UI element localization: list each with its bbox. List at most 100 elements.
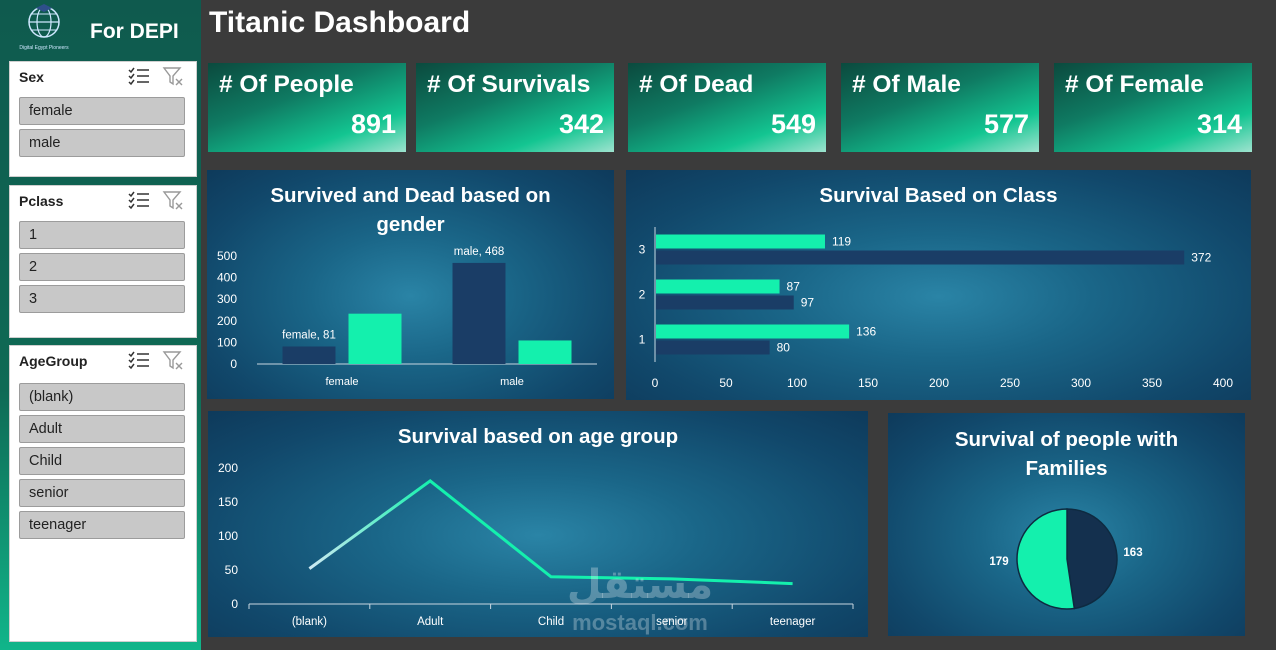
slicer-title: Sex — [19, 69, 44, 85]
chart-class-panel: Survival Based on Class 0 50 100 150 200 250 3… — [626, 170, 1251, 400]
dashboard-title: Titanic Dashboard — [209, 6, 471, 39]
x-tick-label: 100 — [787, 376, 807, 390]
data-label: male, 468 — [454, 246, 505, 258]
data-label: 119 — [832, 235, 851, 249]
data-label: 87 — [787, 280, 801, 294]
chart-title: Survived and Dead based on gender — [270, 184, 551, 236]
kpi-people: # Of People 891 — [208, 63, 406, 152]
x-tick-label: Child — [538, 616, 564, 628]
slicer-title: AgeGroup — [19, 353, 88, 369]
kpi-label: # Of Survivals — [427, 71, 591, 98]
line-series — [308, 479, 793, 586]
brand: Digital Egypt Pioneers For DEPI — [10, 2, 198, 56]
x-tick-label: 0 — [652, 376, 659, 390]
x-tick-label: female — [325, 376, 358, 388]
bar-male-0 — [452, 262, 506, 364]
watermark-latin: mostaql.com — [572, 610, 708, 635]
y-tick-label: 3 — [639, 243, 646, 257]
y-tick-label: 400 — [217, 271, 237, 285]
slicer-item-teenager[interactable]: teenager — [19, 511, 185, 539]
sidebar: Digital Egypt Pioneers For DEPI Sex fema… — [0, 0, 201, 650]
clear-filter-icon[interactable] — [162, 349, 184, 371]
bar-class2-0 — [656, 279, 780, 294]
y-tick-label: 150 — [218, 495, 238, 509]
chart-gender-panel: Survived and Dead based on gender 0 100 20… — [207, 170, 614, 399]
x-tick-label: teenager — [770, 616, 816, 628]
slicer-item-female[interactable]: female — [19, 97, 185, 125]
y-tick-label: 1 — [639, 333, 646, 347]
x-tick-label: 350 — [1142, 376, 1162, 390]
chart-family: 163 179 — [989, 508, 1143, 610]
clear-filter-icon[interactable] — [162, 65, 184, 87]
slicer-item-class-2[interactable]: 2 — [19, 253, 185, 281]
slicer-header: Pclass — [10, 186, 196, 216]
slice-163 — [1066, 508, 1118, 610]
bar-female-1 — [348, 313, 402, 364]
kpi-label: # Of Female — [1065, 71, 1204, 98]
x-tick-label: 250 — [1000, 376, 1020, 390]
kpi-label: # Of Male — [852, 71, 961, 98]
slicer-header: Sex — [10, 62, 196, 92]
data-label: female, 81 — [282, 330, 336, 342]
bar-class3-1 — [656, 250, 1185, 265]
kpi-value: 314 — [1196, 109, 1242, 139]
slicer-item-class-1[interactable]: 1 — [19, 221, 185, 249]
x-tick-label: senior — [656, 616, 687, 628]
chart-gender: 0 100 200 300 400 500 female female, 81 male male… — [217, 246, 597, 388]
x-tick-label: Adult — [417, 616, 444, 628]
multi-select-icon[interactable] — [128, 190, 150, 210]
slicer-item-child[interactable]: Child — [19, 447, 185, 475]
y-tick-label: 50 — [225, 563, 239, 577]
y-tick-label: 300 — [217, 292, 237, 306]
data-label: 136 — [856, 325, 876, 339]
bar-female-0 — [282, 346, 336, 364]
bar-class2-1 — [656, 295, 794, 310]
bar-class3-0 — [656, 234, 825, 249]
bar-class1-0 — [656, 324, 850, 339]
y-tick-label: 500 — [217, 249, 237, 263]
data-label: 80 — [777, 341, 791, 355]
x-tick-label: 400 — [1213, 376, 1233, 390]
y-tick-label: 0 — [230, 357, 237, 371]
chart-family-panel: Survival of people with Families 163 179 — [888, 413, 1245, 636]
slicer-sex: Sex female male — [9, 61, 197, 177]
y-tick-label: 100 — [217, 335, 237, 349]
brand-title: For DEPI — [90, 20, 179, 43]
slicer-item-blank[interactable]: (blank) — [19, 383, 185, 411]
multi-select-icon[interactable] — [128, 66, 150, 86]
data-label: 163 — [1123, 547, 1142, 559]
kpi-male: # Of Male 577 — [841, 63, 1039, 152]
multi-select-icon[interactable] — [128, 350, 150, 370]
x-tick-label: 300 — [1071, 376, 1091, 390]
slicer-item-adult[interactable]: Adult — [19, 415, 185, 443]
x-tick-label: (blank) — [292, 616, 327, 628]
chart-title: Survival based on age group — [397, 425, 679, 448]
y-tick-label: 200 — [218, 461, 238, 475]
slicer-item-class-3[interactable]: 3 — [19, 285, 185, 313]
chart-title: Survival Based on Class — [819, 184, 1058, 207]
slicer-header: AgeGroup — [10, 346, 196, 376]
chart-age: 0 50 100 150 200 (blank) Adult Child senior teena… — [218, 461, 854, 628]
x-tick-label: 50 — [719, 376, 733, 390]
logo-caption: Digital Egypt Pioneers — [19, 45, 69, 51]
clear-filter-icon[interactable] — [162, 189, 184, 211]
data-label: 372 — [1191, 251, 1211, 265]
watermark-arabic: مستقل — [566, 562, 714, 608]
kpi-value: 342 — [558, 109, 604, 139]
chart-age-panel: Survival based on age group 0 50 100 150 200… — [208, 411, 868, 637]
slicer-item-senior[interactable]: senior — [19, 479, 185, 507]
y-tick-label: 100 — [218, 529, 238, 543]
kpi-value: 891 — [350, 109, 396, 139]
y-tick-label: 200 — [217, 314, 237, 328]
slicer-item-male[interactable]: male — [19, 129, 185, 157]
chart-title: Survival of people with Families — [954, 428, 1179, 480]
watermark: مستقل mostaql.com — [560, 562, 720, 638]
slicer-pclass: Pclass 1 2 3 — [9, 185, 197, 338]
x-tick-label: male — [500, 376, 524, 388]
y-tick-label: 0 — [231, 597, 238, 611]
x-tick-label: 200 — [929, 376, 949, 390]
data-label: 179 — [989, 556, 1008, 568]
slicer-title: Pclass — [19, 193, 64, 209]
bar-class1-1 — [656, 340, 770, 355]
